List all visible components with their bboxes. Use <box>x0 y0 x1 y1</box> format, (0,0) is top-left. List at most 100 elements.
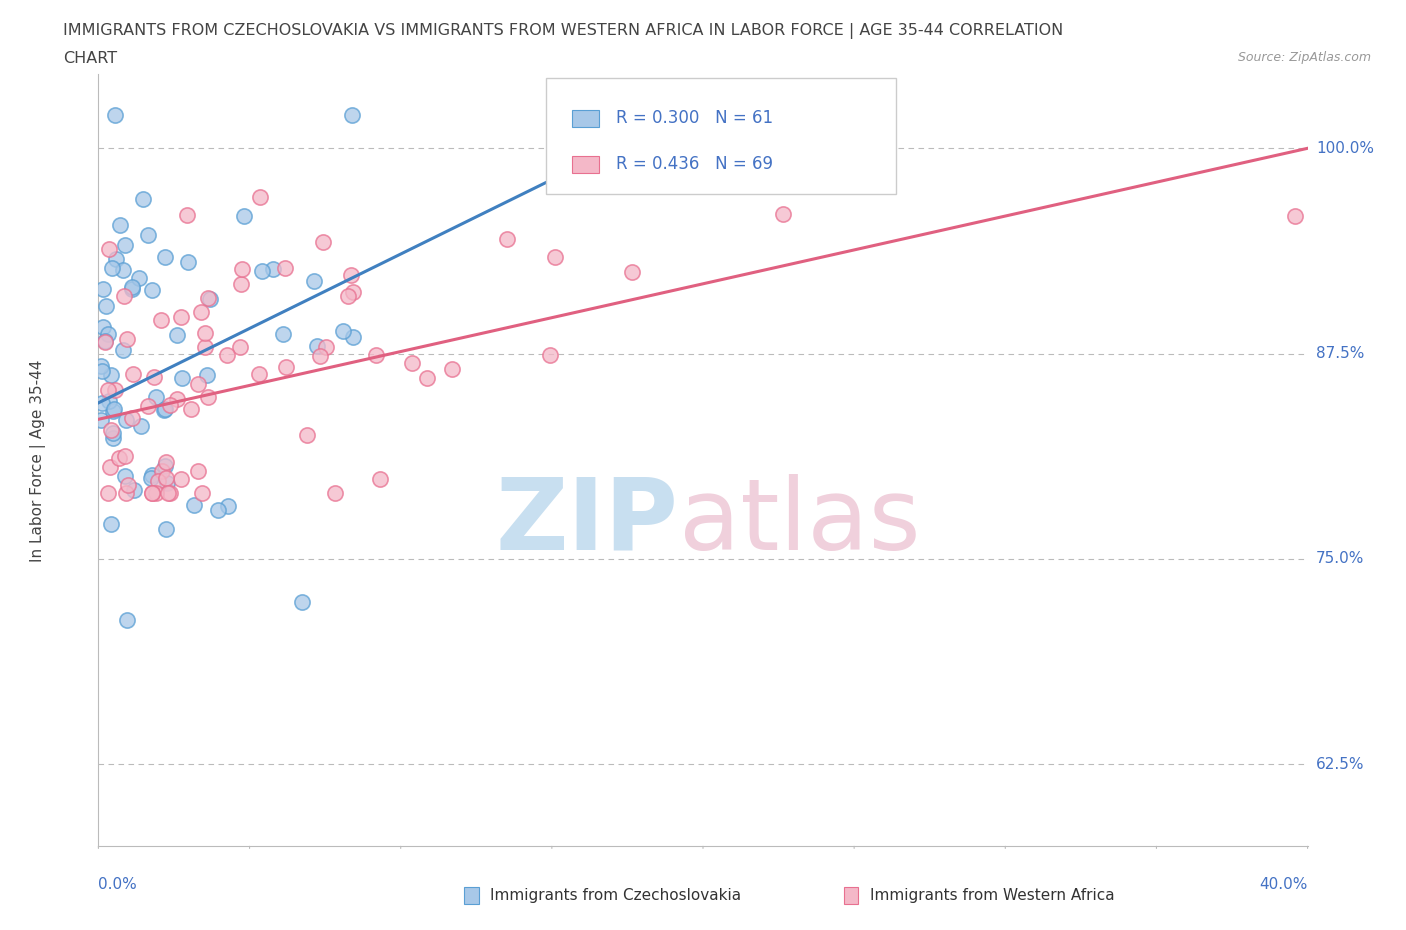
Text: CHART: CHART <box>63 51 117 66</box>
Point <box>197 390 219 405</box>
Point <box>309 349 332 364</box>
Point <box>153 250 176 265</box>
Point <box>228 339 250 354</box>
Point <box>273 326 295 341</box>
Point <box>440 361 463 376</box>
Point <box>159 397 181 412</box>
Point <box>114 449 136 464</box>
Point <box>156 476 179 491</box>
Point <box>139 471 162 485</box>
Point <box>94 334 117 349</box>
Point <box>342 329 364 344</box>
Point <box>538 347 561 362</box>
Point <box>114 485 136 500</box>
Point <box>169 472 191 486</box>
Point <box>217 499 239 514</box>
Point <box>153 402 176 417</box>
Point <box>166 392 188 406</box>
Point <box>368 472 391 486</box>
Point <box>97 326 120 341</box>
Point <box>141 485 163 500</box>
Point <box>274 359 297 374</box>
Point <box>150 464 173 479</box>
FancyBboxPatch shape <box>546 78 897 194</box>
Point <box>100 459 122 474</box>
Point <box>416 370 439 385</box>
Point <box>142 369 165 384</box>
Point <box>108 218 131 232</box>
Point <box>170 310 193 325</box>
Point <box>103 108 125 123</box>
Text: 0.0%: 0.0% <box>98 877 138 892</box>
Point <box>90 358 112 373</box>
Point <box>543 249 565 264</box>
Point <box>114 238 136 253</box>
Point <box>148 473 170 488</box>
Point <box>155 454 177 469</box>
Point <box>97 485 120 500</box>
Point <box>90 395 112 410</box>
Point <box>100 423 122 438</box>
Point <box>103 402 125 417</box>
Point <box>305 339 328 353</box>
Point <box>90 413 112 428</box>
Point <box>183 498 205 512</box>
Point <box>194 339 217 354</box>
Point <box>342 285 364 299</box>
Text: 87.5%: 87.5% <box>1316 346 1364 361</box>
Point <box>121 411 143 426</box>
Point <box>231 276 253 291</box>
Point <box>198 291 221 306</box>
Text: atlas: atlas <box>679 473 921 571</box>
Text: 75.0%: 75.0% <box>1316 551 1364 566</box>
Point <box>98 241 121 256</box>
Point <box>772 206 794 221</box>
Point <box>194 326 217 340</box>
Point <box>249 189 271 204</box>
Point <box>312 235 335 250</box>
Point <box>122 367 145 382</box>
Point <box>159 485 181 500</box>
Point <box>155 521 177 536</box>
Point <box>166 328 188 343</box>
Point <box>250 263 273 278</box>
Point <box>197 290 219 305</box>
Point <box>108 451 131 466</box>
Point <box>114 412 136 427</box>
Point <box>100 516 122 531</box>
Point <box>332 324 354 339</box>
Point <box>249 367 271 382</box>
Point <box>121 282 143 297</box>
Point <box>176 207 198 222</box>
Point <box>401 355 423 370</box>
Point <box>231 262 253 277</box>
Point <box>115 331 138 346</box>
Text: 100.0%: 100.0% <box>1316 140 1374 156</box>
Point <box>98 393 121 408</box>
Point <box>104 252 127 267</box>
Point <box>145 485 167 500</box>
Point <box>114 469 136 484</box>
Point <box>117 478 139 493</box>
Point <box>150 312 173 327</box>
Point <box>177 254 200 269</box>
Point <box>145 390 167 405</box>
Point <box>128 271 150 286</box>
Text: R = 0.436   N = 69: R = 0.436 N = 69 <box>616 155 773 173</box>
Text: Source: ZipAtlas.com: Source: ZipAtlas.com <box>1237 51 1371 64</box>
Point <box>112 342 135 357</box>
Point <box>122 482 145 497</box>
Point <box>155 471 177 485</box>
Point <box>94 335 117 350</box>
Point <box>364 348 387 363</box>
Point <box>315 339 337 354</box>
Point <box>195 367 218 382</box>
Point <box>115 613 138 628</box>
Text: In Labor Force | Age 35-44: In Labor Force | Age 35-44 <box>30 359 46 562</box>
Point <box>91 320 114 335</box>
Point <box>170 371 193 386</box>
Point <box>495 232 517 246</box>
Point <box>129 418 152 433</box>
Point <box>180 401 202 416</box>
Point <box>274 260 297 275</box>
